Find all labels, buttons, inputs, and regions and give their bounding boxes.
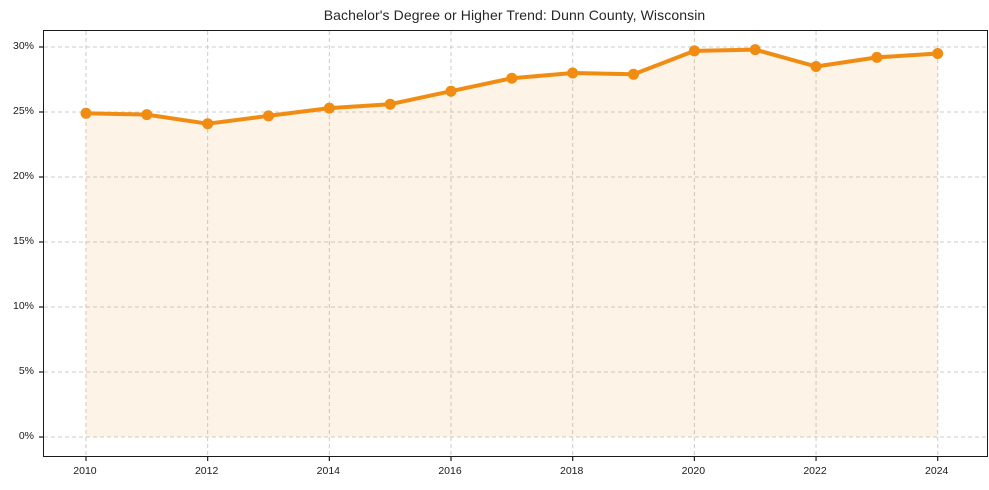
y-tick-label: 20% (12, 170, 34, 182)
data-point-marker (263, 110, 274, 122)
data-point-marker (932, 48, 944, 59)
y-tick-label: 0% (18, 430, 34, 443)
data-point-marker (202, 118, 214, 130)
data-point-marker (323, 102, 335, 114)
x-tick-label: 2024 (925, 465, 949, 477)
x-tick-label: 2020 (681, 465, 706, 477)
y-tick-label: 30% (12, 39, 34, 52)
y-tick-label: 15% (12, 235, 34, 247)
line-chart-svg (39, 31, 987, 461)
data-point-marker (80, 107, 92, 119)
data-point-marker (688, 45, 700, 57)
x-tick-label: 2010 (73, 465, 97, 477)
x-tick-label: 2016 (438, 465, 462, 477)
data-point-marker (141, 109, 153, 121)
x-tick-label: 2022 (803, 465, 827, 477)
plot-area (39, 30, 988, 461)
y-tick-label: 5% (18, 365, 34, 377)
data-point-marker (567, 67, 579, 79)
x-tick-label: 2018 (560, 465, 584, 477)
data-point-marker (506, 72, 518, 84)
data-point-marker (749, 44, 761, 56)
data-point-marker (871, 51, 883, 63)
x-tick-label: 2014 (316, 465, 340, 477)
data-point-marker (445, 85, 457, 97)
y-tick-label: 25% (12, 104, 34, 117)
data-point-marker (810, 61, 822, 72)
y-tick-label: 10% (12, 300, 34, 312)
x-tick-label: 2012 (194, 465, 219, 477)
area-fill (86, 49, 938, 437)
data-point-marker (628, 68, 639, 80)
chart-title: Bachelor's Degree or Higher Trend: Dunn … (323, 7, 706, 23)
data-point-marker (384, 98, 396, 110)
